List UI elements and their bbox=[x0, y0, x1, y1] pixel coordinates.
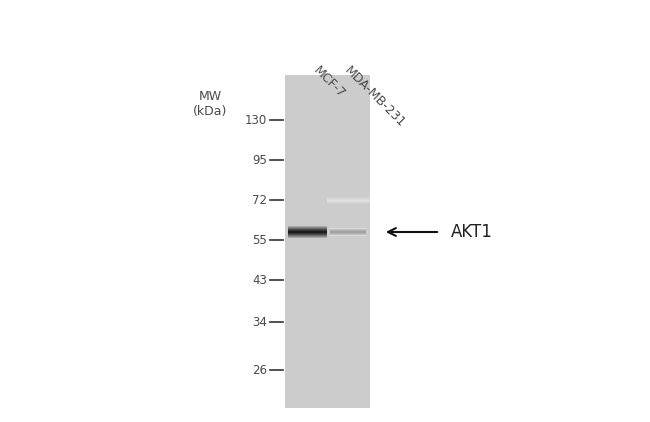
Text: MW
(kDa): MW (kDa) bbox=[193, 90, 227, 118]
Text: MDA-MB-231: MDA-MB-231 bbox=[342, 64, 408, 130]
Text: 55: 55 bbox=[252, 233, 267, 246]
Text: 26: 26 bbox=[252, 363, 267, 376]
Text: 72: 72 bbox=[252, 194, 267, 206]
Text: 34: 34 bbox=[252, 316, 267, 328]
Text: 130: 130 bbox=[245, 114, 267, 127]
Text: AKT1: AKT1 bbox=[451, 223, 493, 241]
Text: 43: 43 bbox=[252, 273, 267, 287]
Text: MCF-7: MCF-7 bbox=[311, 64, 348, 101]
Text: 95: 95 bbox=[252, 154, 267, 167]
